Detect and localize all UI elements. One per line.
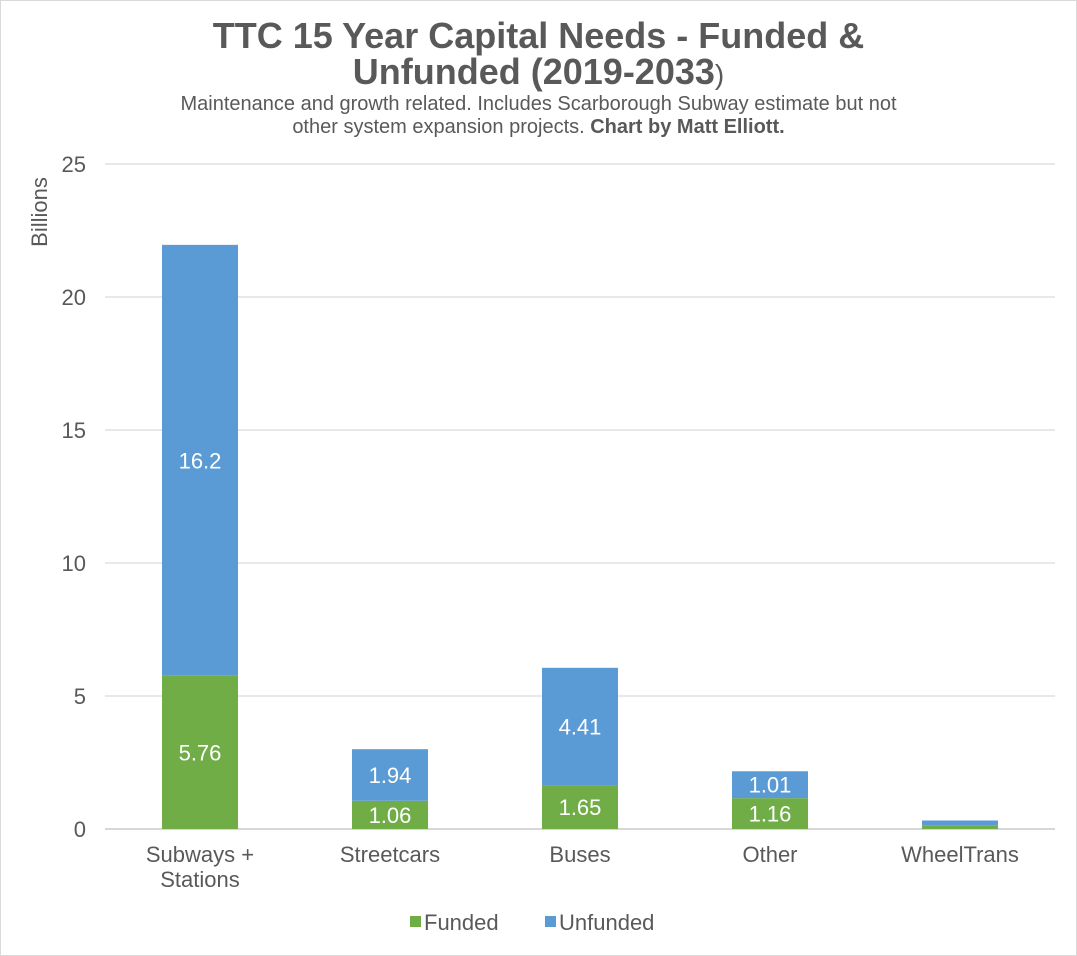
y-tick-label: 25 (62, 152, 86, 177)
chart-title-line2-paren: ) (714, 59, 725, 90)
chart-subtitle-credit: Chart by Matt Elliott. (590, 116, 785, 138)
bars: 5.76 16.2 1.06 1.94 1.65 4.41 1.16 1.01 (162, 244, 998, 829)
bar-funded-4 (922, 825, 998, 829)
data-label-unfunded-1: 1.94 (369, 763, 412, 788)
category-label: WheelTrans (901, 842, 1019, 867)
bar-funded-3 (732, 798, 808, 829)
data-label-unfunded-0: 16.2 (179, 448, 222, 473)
bar-funded-1 (352, 800, 428, 829)
chart-title-line2-main: Unfunded (2019-2033 (352, 51, 715, 92)
bar-funded-0 (162, 675, 238, 829)
bar-unfunded-3 (732, 771, 808, 799)
data-label-funded-1: 1.06 (369, 803, 412, 828)
y-tick-label: 5 (74, 684, 86, 709)
legend-swatch-funded (410, 916, 421, 927)
category-label: Subways + (146, 842, 254, 867)
data-label-funded-3: 1.16 (749, 802, 792, 827)
bar-unfunded-1 (352, 749, 428, 801)
bar-unfunded-0 (162, 244, 238, 676)
chart-title-line2: Unfunded (2019-2033) (0, 54, 1077, 93)
y-axis-ticks: 0 5 10 15 20 25 (62, 152, 86, 842)
bar-unfunded-2 (542, 667, 618, 786)
data-label-funded-0: 5.76 (179, 740, 222, 765)
y-tick-label: 10 (62, 551, 86, 576)
legend-swatch-unfunded (545, 916, 556, 927)
legend-label-funded: Funded (424, 910, 499, 935)
chart-subtitle-line2: other system expansion projects. Chart b… (0, 116, 1077, 139)
data-label-funded-2: 1.65 (559, 795, 602, 820)
chart-subtitle-plain: other system expansion projects. (292, 116, 591, 138)
y-tick-label: 20 (62, 285, 86, 310)
y-axis-label: Billions (27, 177, 52, 247)
bar-funded-2 (542, 785, 618, 829)
data-label-unfunded-3: 1.01 (749, 773, 792, 798)
chart-title-line1: TTC 15 Year Capital Needs - Funded & (212, 15, 865, 56)
y-tick-label: 15 (62, 418, 86, 443)
legend-label-unfunded: Unfunded (559, 910, 654, 935)
legend: Funded Unfunded (410, 910, 654, 935)
category-label: Streetcars (340, 842, 440, 867)
y-tick-label: 0 (74, 817, 86, 842)
bar-unfunded-4 (922, 820, 998, 826)
category-label: Stations (160, 867, 240, 892)
x-axis-categories: Subways +Stations Streetcars Buses Other Whe… (146, 842, 1019, 892)
chart-subtitle-line1: Maintenance and growth related. Includes… (180, 93, 897, 115)
data-label-unfunded-2: 4.41 (559, 714, 602, 739)
category-label: Other (742, 842, 797, 867)
category-label: Buses (549, 842, 610, 867)
